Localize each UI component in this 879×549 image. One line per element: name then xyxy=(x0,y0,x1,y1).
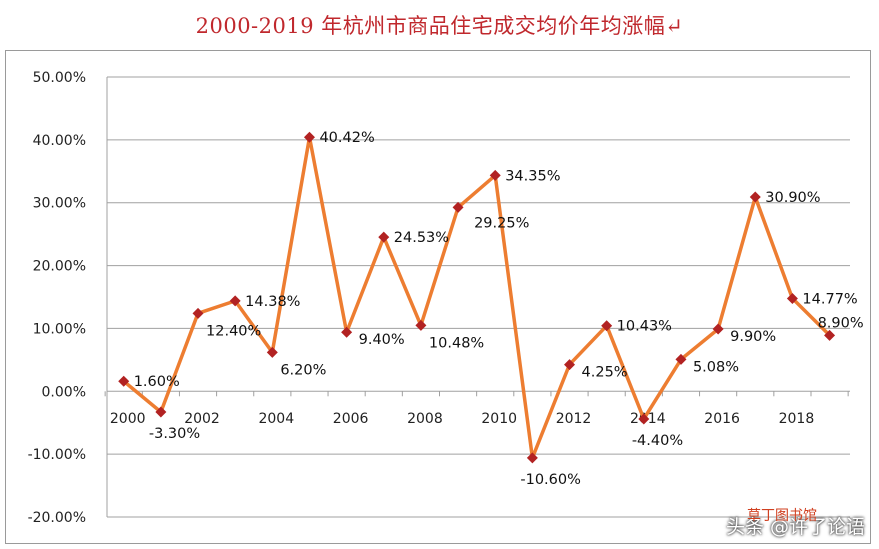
chart-title: 2000-2019 年杭州市商品住宅成交均价年均涨幅↵ xyxy=(195,14,684,38)
data-label: 40.42% xyxy=(319,130,374,146)
data-label: -10.60% xyxy=(520,472,581,488)
data-label: 8.90% xyxy=(818,315,864,331)
data-point xyxy=(378,231,390,243)
x-tick-label: 2010 xyxy=(481,411,517,427)
watermark-sub: 草丁图书馆 xyxy=(747,508,817,524)
data-point xyxy=(712,323,724,335)
data-point xyxy=(638,413,650,425)
data-point xyxy=(303,131,315,143)
data-point xyxy=(786,292,798,304)
x-tick-label: 2016 xyxy=(704,411,740,427)
data-point xyxy=(118,375,130,387)
x-tick-label: 2006 xyxy=(333,411,369,427)
data-point xyxy=(341,326,353,338)
data-label: 6.20% xyxy=(280,362,326,378)
axes xyxy=(104,77,850,517)
data-label: -4.40% xyxy=(632,433,683,449)
data-label: 29.25% xyxy=(474,215,529,231)
y-tick-label: 10.00% xyxy=(33,321,86,337)
data-label: 24.53% xyxy=(394,230,449,246)
data-label: -3.30% xyxy=(149,426,200,442)
data-label: 9.40% xyxy=(359,332,405,348)
data-label: 5.08% xyxy=(693,359,739,375)
data-label: 1.60% xyxy=(134,374,180,390)
y-tick-label: 0.00% xyxy=(42,384,86,400)
y-tick-label: 30.00% xyxy=(33,196,86,212)
x-axis-ticks: 2000200220042006200820102012201420162018 xyxy=(110,411,814,427)
watermark: 头条 @许了论语 草丁图书馆 xyxy=(725,508,865,539)
y-tick-label: 40.00% xyxy=(33,133,86,149)
data-point xyxy=(452,201,464,213)
data-point xyxy=(749,191,761,203)
data-label: 4.25% xyxy=(582,365,628,381)
data-label: 30.90% xyxy=(765,190,820,206)
data-label: 14.77% xyxy=(802,291,857,307)
x-tick-label: 2018 xyxy=(779,411,815,427)
data-point xyxy=(489,169,501,181)
data-label: 34.35% xyxy=(505,168,560,184)
data-point xyxy=(564,359,576,371)
x-tick-label: 2000 xyxy=(110,411,146,427)
data-point xyxy=(266,346,278,358)
data-label: 9.90% xyxy=(730,329,776,345)
x-tick-label: 2012 xyxy=(556,411,592,427)
data-point xyxy=(415,319,427,331)
data-point xyxy=(675,353,687,365)
y-tick-label: 50.00% xyxy=(33,70,86,86)
x-tick-label: 2002 xyxy=(184,411,220,427)
watermark-text: 头条 @许了论语 xyxy=(725,516,865,538)
y-tick-label: 20.00% xyxy=(33,259,86,275)
chart-frame xyxy=(5,50,871,544)
y-axis-ticks: 50.00% 40.00% 30.00% 20.00% 10.00% 0.00% -10.0… xyxy=(28,70,86,526)
y-tick-label: -20.00% xyxy=(28,510,86,526)
series-path xyxy=(122,135,831,460)
y-tick-label: -10.00% xyxy=(28,447,86,463)
x-tick-label: 2008 xyxy=(407,411,443,427)
data-label: 14.38% xyxy=(245,294,300,310)
data-label: 12.40% xyxy=(206,323,261,339)
data-point xyxy=(192,307,204,319)
data-label: 10.43% xyxy=(617,319,672,335)
series-line xyxy=(122,135,831,460)
data-labels: 1.60% -3.30% 12.40% 14.38% 6.20% 40.42% 9.40% 2… xyxy=(134,130,864,488)
data-point xyxy=(824,329,836,341)
data-point xyxy=(601,320,613,332)
x-tick-label: 2004 xyxy=(258,411,294,427)
data-point xyxy=(155,406,167,418)
grid-lines xyxy=(107,76,850,518)
data-label: 10.48% xyxy=(429,335,484,351)
data-point xyxy=(526,452,538,464)
series-markers xyxy=(118,131,836,464)
data-point xyxy=(229,295,241,307)
